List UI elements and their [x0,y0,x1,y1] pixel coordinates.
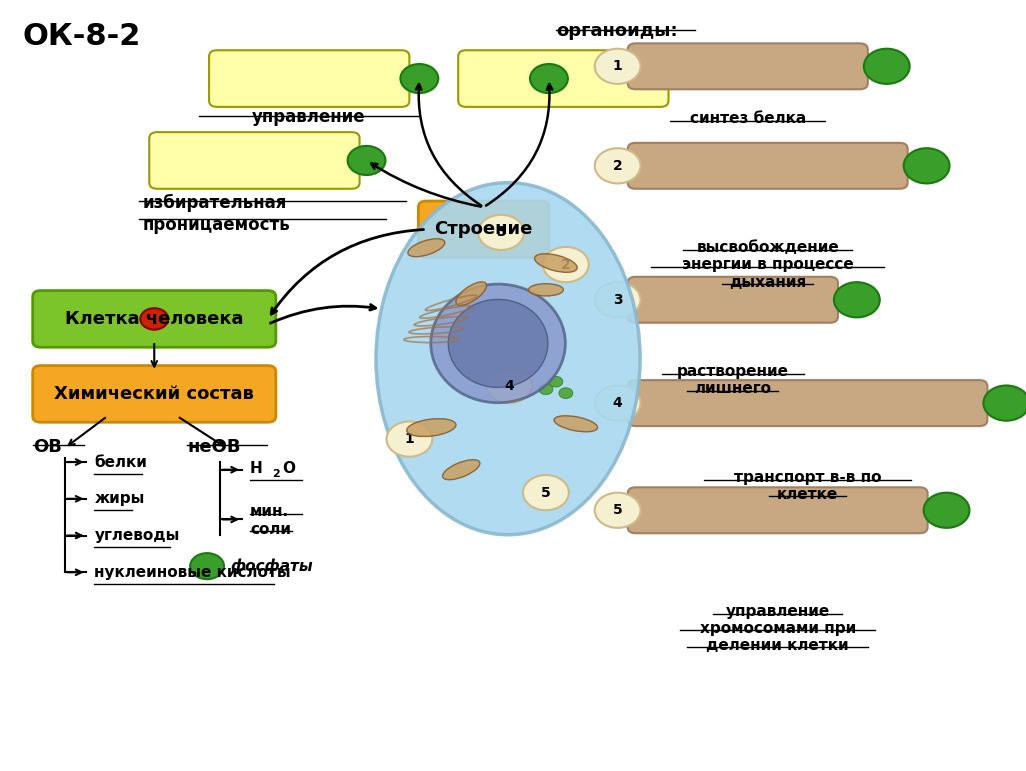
Text: 4: 4 [504,379,514,392]
Circle shape [923,493,970,528]
Text: 2: 2 [561,258,570,271]
Circle shape [559,388,573,399]
Text: белки: белки [94,455,148,470]
Text: высвобождение
энергии в процессе
дыхания: высвобождение энергии в процессе дыхания [682,240,854,290]
Circle shape [834,282,879,318]
Text: управление: управление [252,109,365,126]
Ellipse shape [448,299,548,387]
Text: ОК-8-2: ОК-8-2 [23,22,142,51]
Circle shape [984,386,1026,421]
Text: Клетка человека: Клетка человека [65,310,243,328]
Text: нуклеиновые кислоты: нуклеиновые кислоты [94,565,291,580]
Text: 1: 1 [613,59,623,73]
Circle shape [549,376,563,387]
Circle shape [400,64,438,93]
Text: органоиды:: органоиды: [556,22,677,40]
Text: мин.
соли: мин. соли [250,504,291,537]
Circle shape [595,49,640,84]
FancyBboxPatch shape [628,487,928,534]
Ellipse shape [408,239,445,257]
Text: управление
хромосомами при
делении клетки: управление хромосомами при делении клетк… [700,604,856,654]
Text: 4: 4 [613,396,623,410]
Circle shape [141,308,168,330]
Text: неОВ: неОВ [187,438,241,456]
FancyBboxPatch shape [209,50,409,107]
Ellipse shape [431,284,565,402]
Text: 3: 3 [613,293,623,307]
Text: избирательная
проницаемость: избирательная проницаемость [143,194,290,234]
Ellipse shape [406,419,456,436]
FancyBboxPatch shape [628,277,838,323]
Text: углеводы: углеводы [94,528,180,543]
Text: растворение
лишнего: растворение лишнего [677,364,789,396]
Ellipse shape [528,284,563,296]
Text: ОВ: ОВ [33,438,62,456]
Ellipse shape [376,183,640,535]
Ellipse shape [456,282,486,305]
Circle shape [595,282,640,318]
Circle shape [478,215,524,250]
Circle shape [595,493,640,528]
Circle shape [523,475,568,510]
Text: жиры: жиры [94,491,145,507]
Circle shape [486,368,531,403]
Circle shape [543,247,589,282]
Text: 2: 2 [272,470,280,480]
FancyBboxPatch shape [628,380,987,426]
Text: транспорт в-в по
клетке: транспорт в-в по клетке [734,470,881,502]
Ellipse shape [554,416,597,432]
Text: 3: 3 [497,225,506,240]
FancyBboxPatch shape [459,50,669,107]
FancyBboxPatch shape [628,143,908,189]
FancyBboxPatch shape [419,201,549,258]
Circle shape [595,386,640,421]
Circle shape [539,384,553,395]
Circle shape [595,148,640,183]
FancyBboxPatch shape [149,132,359,189]
Circle shape [190,553,224,579]
Text: 5: 5 [541,486,551,500]
Ellipse shape [535,254,578,272]
Circle shape [348,146,386,175]
Circle shape [904,148,949,183]
Circle shape [530,64,567,93]
Text: 2: 2 [613,159,623,173]
Circle shape [387,422,432,456]
Text: Химический состав: Химический состав [54,385,254,403]
Text: 5: 5 [613,503,623,517]
Text: O: O [282,460,294,476]
Text: фосфаты: фосфаты [230,558,313,574]
Ellipse shape [442,460,480,480]
Text: 1: 1 [404,432,415,446]
FancyBboxPatch shape [33,365,276,423]
FancyBboxPatch shape [33,291,276,347]
Circle shape [864,49,910,84]
Text: синтез белка: синтез белка [689,112,805,126]
Text: H: H [250,460,263,476]
FancyBboxPatch shape [628,43,868,89]
Text: Строение: Строение [434,221,532,238]
